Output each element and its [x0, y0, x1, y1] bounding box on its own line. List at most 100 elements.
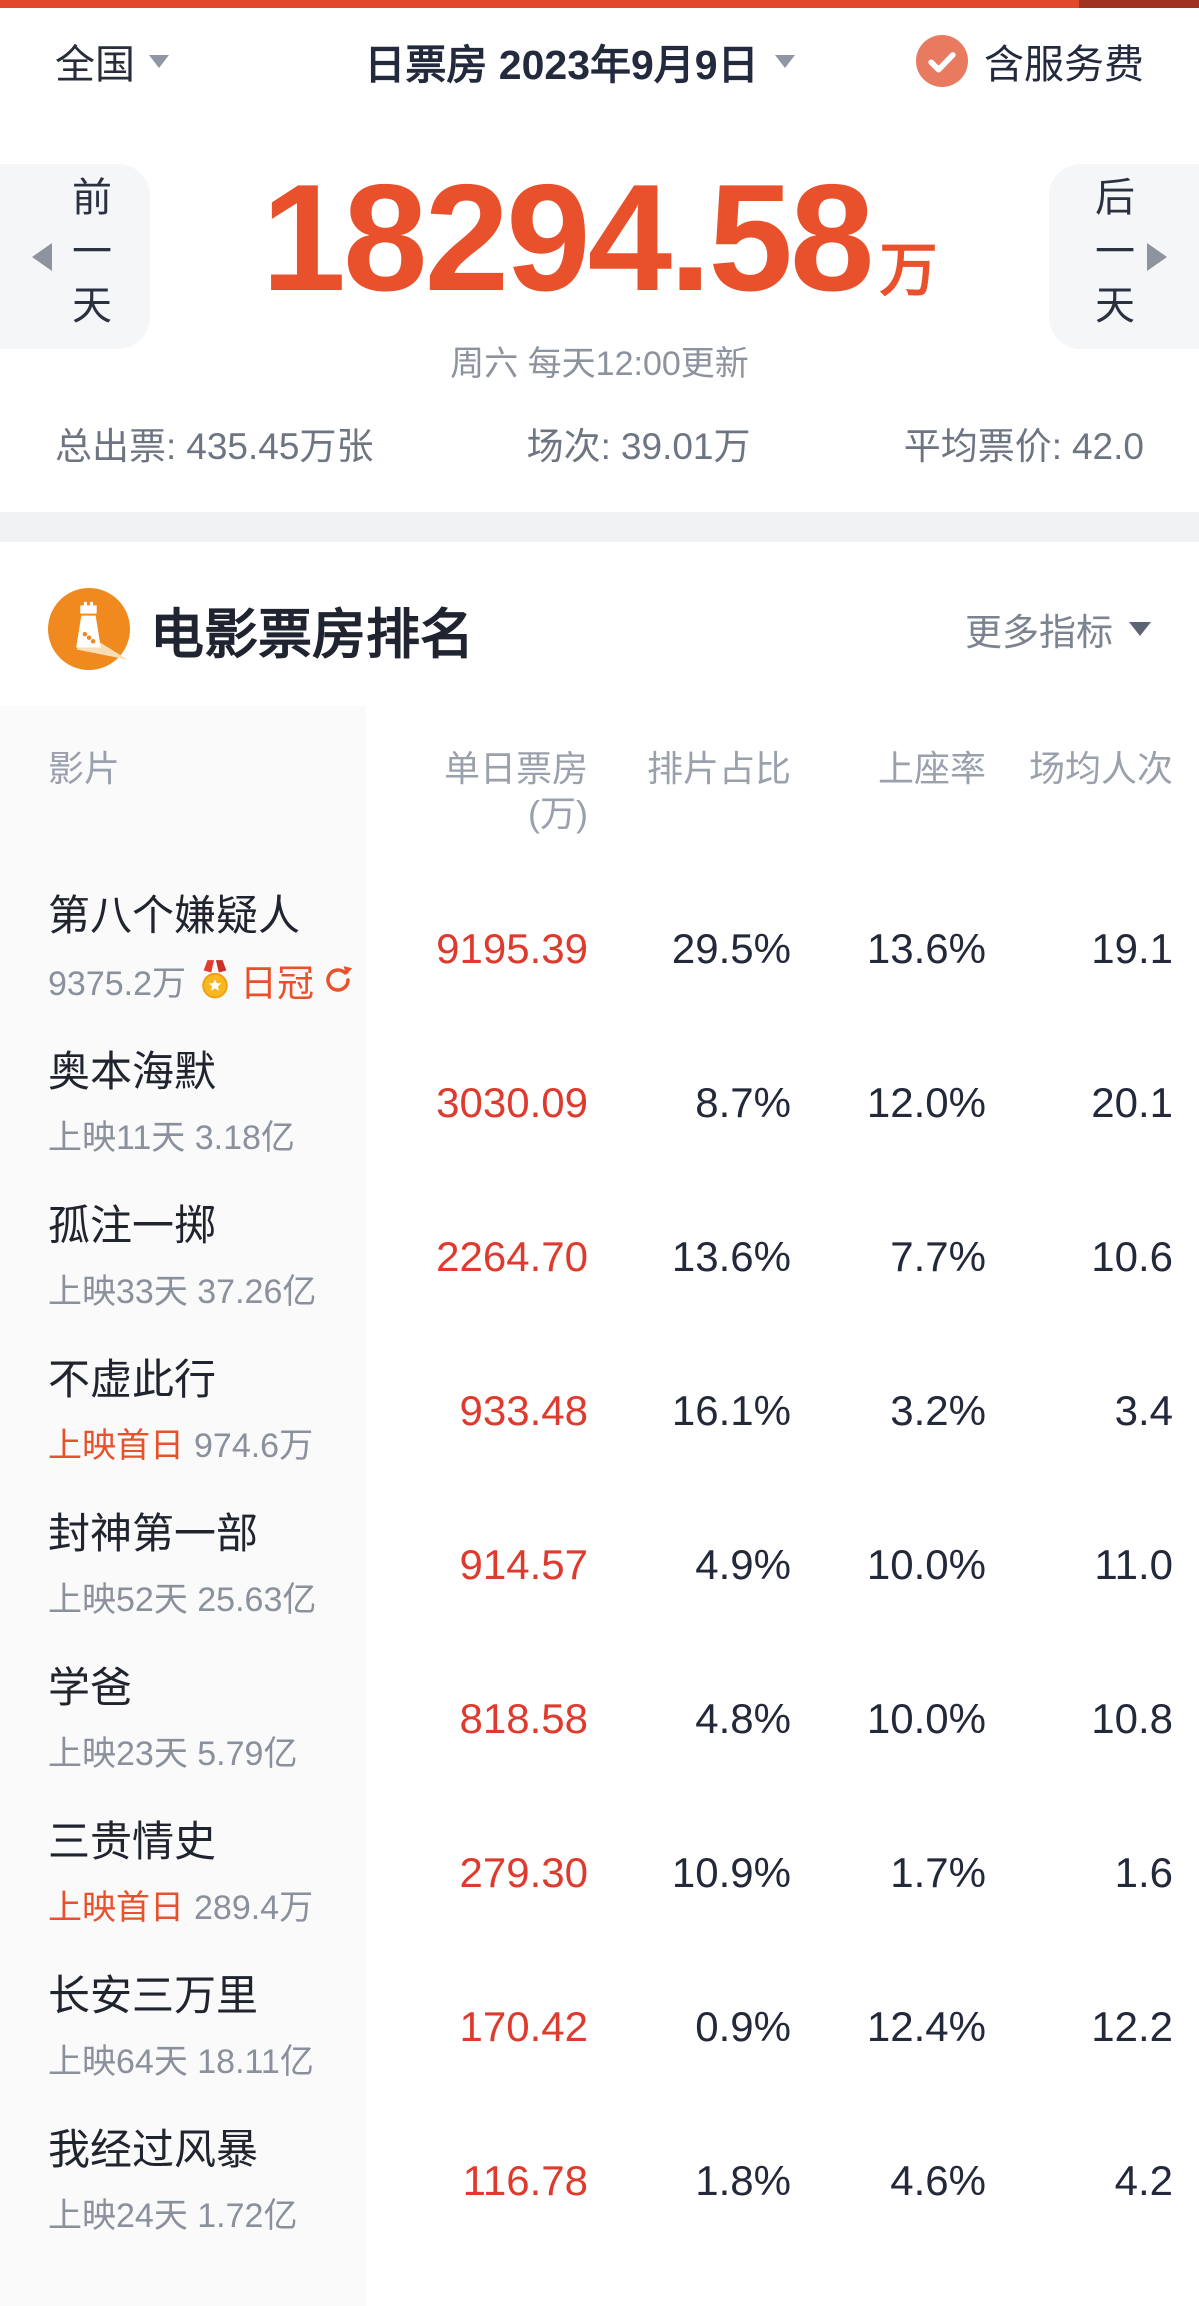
film-title: 第八个嫌疑人 [48, 891, 301, 939]
avg-attendance-value: 10.6 [1091, 1233, 1173, 1280]
avg-attendance-value: 10.8 [1091, 1695, 1173, 1742]
occupancy-value: 12.4% [866, 2003, 986, 2050]
table-row[interactable]: 学爸 上映23天 5.79亿 818.58 4.8% 10.0% 10.8 [0, 1642, 1199, 1796]
prev-day-button[interactable]: 前一天 [0, 164, 150, 349]
summary-stats: 总出票: 435.45万张 场次: 39.01万 平均票价: 42.0 [0, 416, 1199, 470]
table-row[interactable]: 不虚此行 上映首日 974.6万 933.48 16.1% 3.2% 3.4 [0, 1334, 1199, 1488]
page-title: 日票房 2023年9月9日 [364, 42, 759, 88]
region-label: 全国 [55, 43, 135, 87]
table-row[interactable]: 奥本海默 上映11天 3.18亿 3030.09 8.7% 12.0% 20.1 [0, 1026, 1199, 1180]
occupancy-value: 4.6% [890, 2157, 986, 2204]
avg-attendance-value: 20.1 [1091, 1079, 1173, 1126]
status-strip [0, 0, 1199, 8]
service-fee-toggle[interactable]: 含服务费 [916, 32, 1144, 90]
lighthouse-logo-icon [48, 588, 130, 670]
avg-attendance-value: 4.2 [1114, 2157, 1173, 2204]
table-row[interactable]: 长安三万里 上映64天 18.11亿 170.42 0.9% 12.4% 12.… [0, 1950, 1199, 2104]
total-boxoffice-value: 18294.58 万 [261, 153, 938, 323]
film-sub-text: 9375.2万 [48, 964, 186, 1003]
daily-boxoffice-value: 116.78 [462, 2157, 588, 2204]
table-row[interactable]: 封神第一部 上映52天 25.63亿 914.57 4.9% 10.0% 11.… [0, 1488, 1199, 1642]
occupancy-value: 10.0% [866, 1541, 986, 1588]
screening-share-value: 13.6% [671, 1233, 791, 1280]
daily-boxoffice-value: 2264.70 [436, 1233, 588, 1280]
prev-day-label: 前一天 [66, 175, 110, 338]
daily-boxoffice-value: 914.57 [459, 1541, 588, 1588]
column-header-avg-attendance: 场均人次 [1028, 748, 1173, 789]
arrow-right-icon [1147, 242, 1167, 271]
champion-badge: 日冠 [198, 953, 354, 1007]
film-title: 不虚此行 [48, 1356, 217, 1404]
column-header-film: 影片 [48, 748, 121, 789]
table-header-row: 影片 单日票房 (万) 排片占比 上座率 场均人次 [0, 706, 1199, 872]
table-row[interactable]: 孤注一掷 上映33天 37.26亿 2264.70 13.6% 7.7% 10.… [0, 1180, 1199, 1334]
column-header-occupancy: 上座率 [877, 748, 986, 789]
film-sub-text: 上映11天 3.18亿 [48, 1118, 295, 1157]
avg-attendance-value: 1.6 [1114, 1849, 1173, 1896]
film-sub-highlight: 上映首日 [48, 1888, 184, 1927]
more-metrics-label: 更多指标 [965, 612, 1113, 653]
film-sub-text: 289.4万 [194, 1888, 314, 1927]
check-circle-icon [916, 35, 968, 87]
daily-boxoffice-hero: 前一天 18294.58 万 周六 每天12:00更新 后一天 [0, 104, 1199, 383]
film-title: 孤注一掷 [48, 1202, 217, 1250]
screening-share-value: 29.5% [671, 925, 791, 972]
screening-share-value: 16.1% [671, 1387, 791, 1434]
update-note: 周六 每天12:00更新 [450, 345, 749, 383]
date-picker[interactable]: 日票房 2023年9月9日 [364, 31, 795, 91]
table-row[interactable]: 三贵情史 上映首日 289.4万 279.30 10.9% 1.7% 1.6 [0, 1796, 1199, 1950]
film-sub-text: 974.6万 [194, 1426, 314, 1465]
film-title: 奥本海默 [48, 1048, 217, 1096]
stat-label: 平均票价: [903, 426, 1062, 467]
next-day-button[interactable]: 后一天 [1049, 164, 1199, 349]
screening-share-value: 4.9% [695, 1541, 791, 1588]
stat-value: 42.0 [1071, 426, 1144, 467]
chevron-down-icon [149, 54, 169, 68]
stat-value: 435.45万张 [186, 426, 374, 467]
stat-avg-price: 平均票价: 42.0 [904, 416, 1144, 470]
occupancy-value: 12.0% [866, 1079, 986, 1126]
avg-attendance-value: 19.1 [1091, 925, 1173, 972]
screening-share-value: 4.8% [695, 1695, 791, 1742]
film-sub-text: 上映24天 1.72亿 [48, 2196, 298, 2235]
film-subtitle: 上映首日 289.4万 [48, 1880, 378, 1929]
daily-boxoffice-value: 9195.39 [436, 925, 588, 972]
film-subtitle: 上映23天 5.79亿 [48, 1726, 378, 1775]
avg-attendance-value: 3.4 [1114, 1387, 1173, 1434]
film-sub-highlight: 上映首日 [48, 1426, 184, 1465]
occupancy-value: 1.7% [890, 1849, 986, 1896]
film-subtitle: 上映24天 1.72亿 [48, 2188, 378, 2237]
film-sub-text: 上映33天 37.26亿 [48, 1272, 317, 1311]
film-subtitle: 上映11天 3.18亿 [48, 1110, 378, 1159]
region-picker[interactable]: 全国 [55, 32, 169, 90]
stat-label: 总出票: [55, 426, 177, 467]
more-metrics-button[interactable]: 更多指标 [965, 602, 1151, 656]
screening-share-value: 10.9% [671, 1849, 791, 1896]
daily-boxoffice-value: 933.48 [459, 1387, 588, 1434]
chevron-down-icon [1129, 622, 1151, 636]
occupancy-value: 10.0% [866, 1695, 986, 1742]
table-row[interactable]: 我经过风暴 上映24天 1.72亿 116.78 1.8% 4.6% 4.2 [0, 2104, 1199, 2258]
daily-boxoffice-value: 279.30 [459, 1849, 588, 1896]
stat-value: 39.01万 [620, 426, 751, 467]
daily-boxoffice-value: 170.42 [459, 2003, 588, 2050]
service-fee-label: 含服务费 [984, 43, 1144, 87]
screening-share-value: 0.9% [695, 2003, 791, 2050]
table-row[interactable]: 第八个嫌疑人 9375.2万 日冠 [0, 872, 1199, 1026]
occupancy-value: 7.7% [890, 1233, 986, 1280]
film-subtitle: 上映52天 25.63亿 [48, 1572, 378, 1621]
film-subtitle: 上映64天 18.11亿 [48, 2034, 378, 2083]
film-sub-text: 上映52天 25.63亿 [48, 1580, 317, 1619]
film-subtitle: 9375.2万 日冠 [48, 953, 378, 1007]
boxoffice-unit: 万 [879, 238, 938, 303]
refresh-icon[interactable] [322, 964, 354, 996]
table-body: 第八个嫌疑人 9375.2万 日冠 [0, 872, 1199, 2258]
occupancy-value: 3.2% [890, 1387, 986, 1434]
stat-screenings: 场次: 39.01万 [527, 416, 751, 470]
film-title: 三贵情史 [48, 1818, 217, 1866]
avg-attendance-value: 12.2 [1091, 2003, 1173, 2050]
screening-share-value: 8.7% [695, 1079, 791, 1126]
rank-section-title: 电影票房排名 [150, 604, 474, 665]
medal-icon [202, 960, 228, 999]
film-title: 封神第一部 [48, 1510, 259, 1558]
